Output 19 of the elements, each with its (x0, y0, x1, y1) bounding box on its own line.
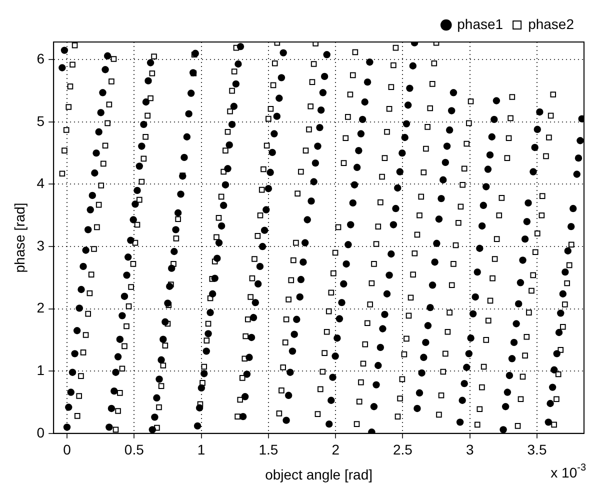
legend-label: phase2 (528, 16, 574, 32)
x-tick-label: 3 (466, 442, 474, 458)
x-tick-label: 1.5 (258, 442, 278, 458)
x-axis-title: object angle [rad] (265, 466, 372, 482)
x-tick-label: 2.5 (392, 442, 413, 458)
legend-label: phase1 (457, 16, 504, 32)
x-tick-label: 2 (332, 442, 340, 458)
x-tick-label: 1 (197, 442, 206, 458)
y-tick-label: 5 (36, 112, 45, 129)
x-tick-label: 0 (63, 442, 72, 458)
y-axis-title: phase [rad] (11, 202, 28, 273)
y-tick-label: 4 (36, 175, 45, 192)
x-tick-label: 3.5 (527, 442, 547, 458)
x-tick-label: 0.5 (124, 442, 144, 458)
y-tick-label: 2 (36, 300, 45, 316)
y-tick-label: 3 (36, 237, 45, 254)
y-tick-label: 0 (36, 424, 45, 440)
y-tick-label: 1 (36, 362, 45, 378)
y-tick-label: 6 (36, 50, 45, 66)
